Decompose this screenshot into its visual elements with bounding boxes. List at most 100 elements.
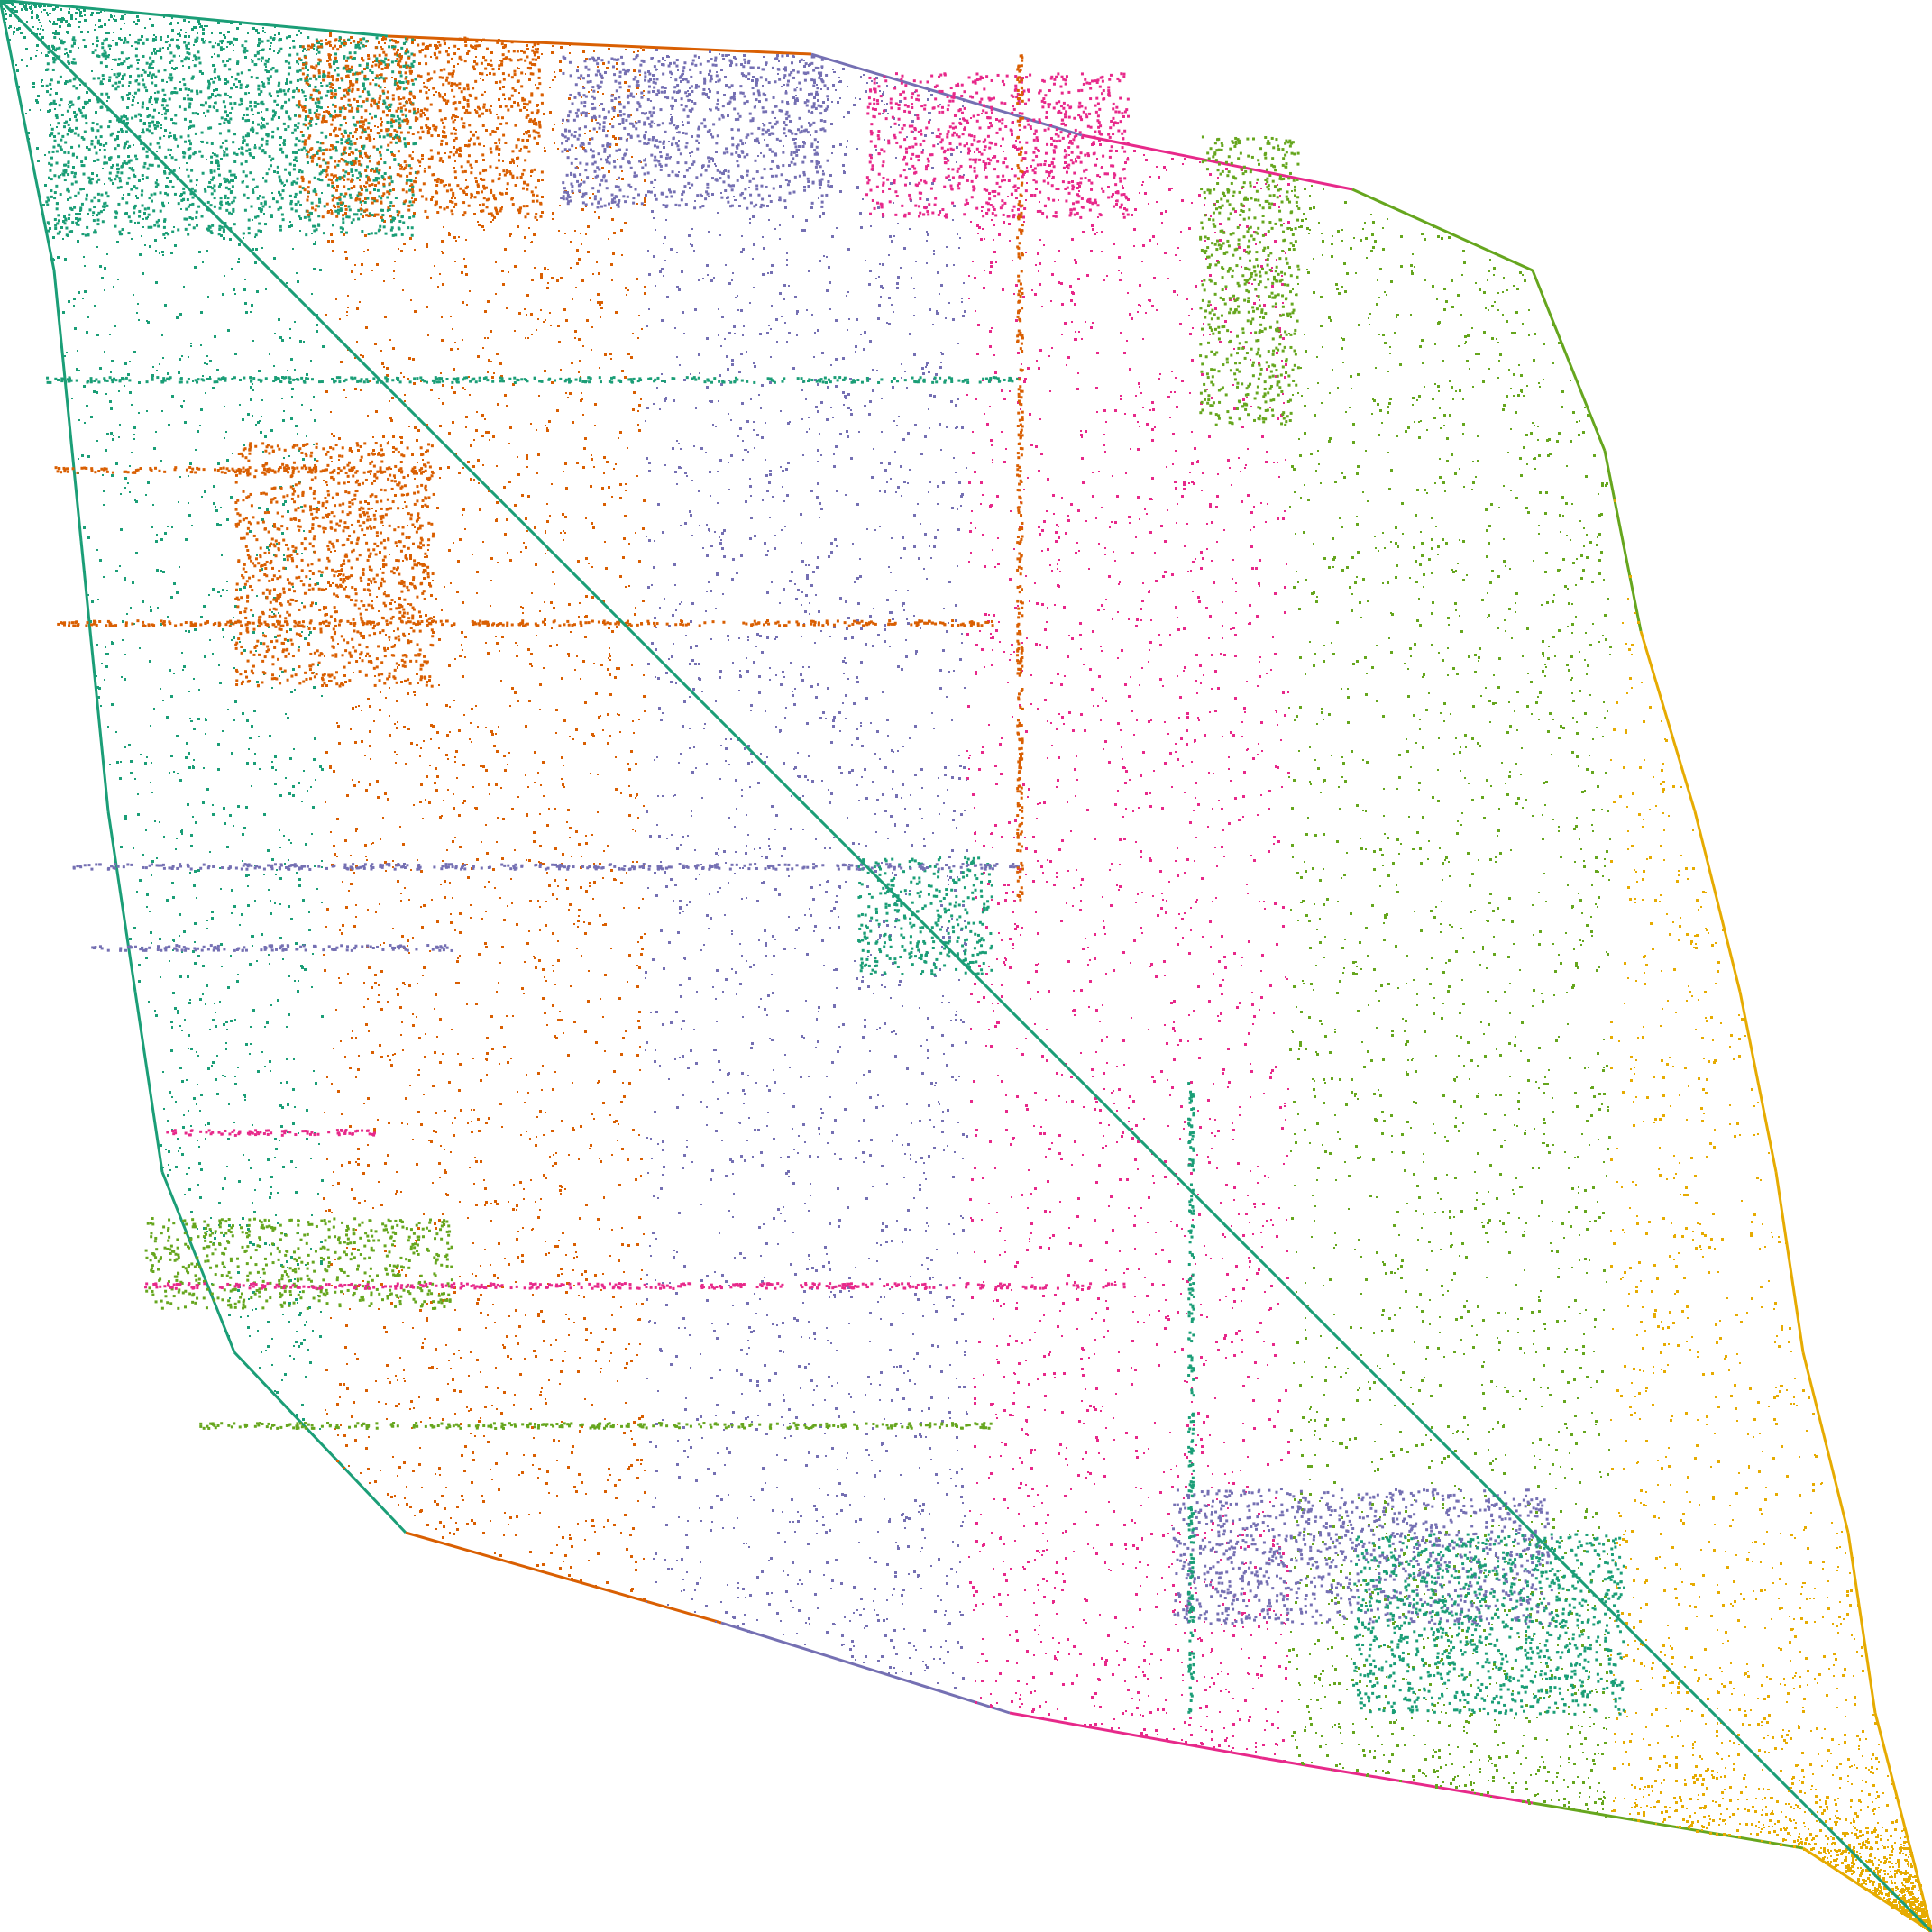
nonzero-mark (1213, 1682, 1215, 1685)
nonzero-mark (1147, 1564, 1149, 1566)
nonzero-mark (757, 782, 760, 784)
nonzero-mark (68, 300, 70, 303)
nonzero-mark (496, 1203, 499, 1205)
nonzero-mark (1582, 1781, 1585, 1784)
nonzero-mark (1614, 1733, 1616, 1735)
nonzero-mark (1625, 1566, 1627, 1569)
nonzero-mark (689, 663, 691, 665)
nonzero-mark (1926, 1920, 1928, 1923)
nonzero-mark (1014, 928, 1017, 930)
nonzero-mark (882, 1222, 884, 1225)
nonzero-mark (325, 1210, 327, 1212)
nonzero-mark (1214, 232, 1216, 233)
nonzero-mark (1660, 783, 1662, 785)
nonzero-mark (1365, 1278, 1368, 1281)
nonzero-mark (504, 98, 506, 100)
nonzero-mark (188, 35, 190, 38)
nonzero-mark (882, 691, 884, 693)
nonzero-mark (1467, 1041, 1470, 1044)
nonzero-mark (835, 385, 838, 388)
nonzero-mark (1516, 288, 1519, 290)
nonzero-mark (922, 149, 924, 151)
nonzero-mark (491, 1405, 493, 1406)
nonzero-mark (715, 1415, 717, 1416)
nonzero-mark (617, 159, 618, 160)
nonzero-mark (1281, 275, 1283, 277)
nonzero-mark (1519, 1186, 1522, 1188)
nonzero-mark (302, 458, 305, 461)
nonzero-mark (1783, 1678, 1785, 1680)
nonzero-mark (84, 290, 87, 293)
nonzero-mark (1305, 579, 1307, 581)
nonzero-mark (346, 1363, 348, 1365)
nonzero-mark (1266, 1220, 1268, 1222)
nonzero-mark (334, 1428, 336, 1430)
nonzero-mark (1725, 1551, 1726, 1552)
nonzero-mark (1600, 1476, 1602, 1478)
nonzero-mark (252, 121, 254, 124)
nonzero-mark (1543, 1761, 1544, 1763)
nonzero-mark (812, 571, 815, 573)
nonzero-mark (1282, 302, 1284, 304)
nonzero-mark (44, 184, 47, 187)
nonzero-mark (1847, 1775, 1849, 1777)
nonzero-mark (991, 1532, 993, 1534)
nonzero-mark (441, 316, 443, 318)
nonzero-mark (996, 1212, 998, 1213)
nonzero-mark (1051, 570, 1053, 572)
nonzero-mark (475, 56, 477, 58)
nonzero-mark (1580, 1630, 1583, 1633)
nonzero-mark (1870, 1771, 1872, 1773)
nonzero-mark (825, 718, 827, 719)
nonzero-mark (1778, 1820, 1780, 1822)
nonzero-mark (124, 162, 126, 164)
nonzero-mark (712, 986, 714, 988)
nonzero-mark (1721, 1683, 1723, 1685)
nonzero-mark (948, 879, 949, 881)
nonzero-mark (1747, 1675, 1750, 1678)
nonzero-mark (1894, 1873, 1896, 1875)
nonzero-mark (811, 314, 813, 316)
nonzero-mark (1029, 600, 1030, 602)
nonzero-mark (1543, 1364, 1545, 1367)
nonzero-mark (1638, 1261, 1641, 1264)
nonzero-mark (1723, 1685, 1726, 1688)
nonzero-mark (1547, 454, 1550, 457)
nonzero-mark (1030, 165, 1032, 168)
nonzero-mark (1886, 1858, 1888, 1860)
nonzero-mark (1125, 1432, 1128, 1434)
nonzero-mark (616, 626, 618, 628)
nonzero-mark (721, 316, 724, 318)
nonzero-mark (307, 69, 309, 71)
nonzero-mark (937, 795, 939, 797)
nonzero-mark (1005, 1129, 1008, 1131)
nonzero-mark (156, 569, 159, 572)
nonzero-mark (925, 1664, 927, 1666)
nonzero-mark (682, 1020, 685, 1022)
nonzero-mark (571, 362, 573, 364)
nonzero-mark (779, 1350, 782, 1352)
nonzero-mark (220, 943, 223, 946)
nonzero-mark (1433, 1497, 1435, 1500)
nonzero-mark (1861, 1646, 1863, 1649)
nonzero-mark (544, 623, 546, 626)
nonzero-mark (540, 309, 542, 311)
nonzero-mark (545, 1482, 548, 1485)
nonzero-mark (533, 831, 536, 834)
nonzero-mark (1342, 762, 1345, 765)
nonzero-mark (687, 1456, 689, 1458)
nonzero-mark (1597, 785, 1599, 788)
nonzero-mark (1503, 538, 1505, 540)
nonzero-mark (395, 762, 397, 764)
nonzero-mark (1539, 1598, 1541, 1600)
nonzero-mark (1488, 542, 1490, 545)
nonzero-mark (1549, 1695, 1551, 1697)
nonzero-mark (607, 130, 609, 132)
nonzero-mark (1704, 1648, 1707, 1651)
nonzero-mark (709, 471, 711, 473)
nonzero-mark (1391, 1151, 1393, 1153)
nonzero-mark (1489, 581, 1492, 584)
nonzero-mark (1287, 183, 1290, 186)
nonzero-mark (1475, 353, 1478, 355)
nonzero-mark (454, 160, 456, 162)
